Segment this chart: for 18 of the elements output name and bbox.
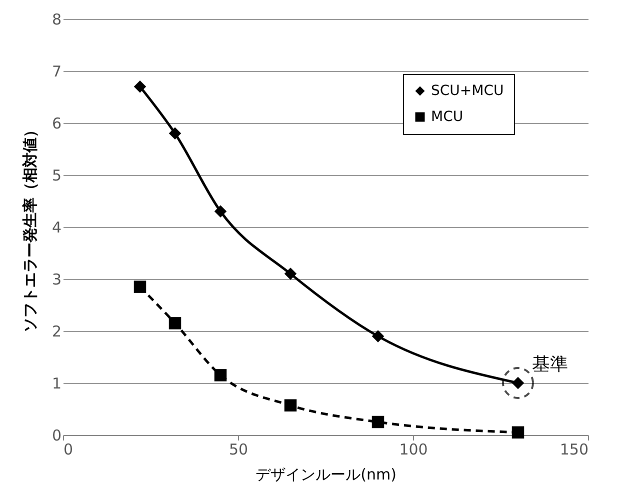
y-tick-label: 4 — [52, 218, 62, 236]
y-tick-label: 0 — [52, 426, 62, 444]
legend-label: SCU+MCU — [431, 83, 504, 99]
y-tick-label: 6 — [52, 114, 62, 132]
x-tick-label: 100 — [399, 440, 428, 458]
y-tick-label: 5 — [52, 166, 62, 184]
y-tick-label: 2 — [52, 322, 62, 340]
annotation: 基準 — [532, 354, 568, 375]
legend-label: MCU — [431, 109, 464, 125]
x-tick-label: 150 — [560, 440, 588, 458]
y-axis-title: ソフトエラー発生率（相対値） — [20, 122, 39, 332]
x-tick-label: 50 — [228, 440, 248, 458]
y-tick-label: 3 — [52, 270, 62, 288]
x-axis-title: デザインルール(nm) — [256, 466, 396, 484]
x-tick-label: 0 — [64, 440, 74, 458]
y-tick-label: 7 — [52, 62, 62, 80]
y-tick-label: 8 — [52, 10, 62, 28]
y-tick-label: 1 — [52, 374, 62, 392]
